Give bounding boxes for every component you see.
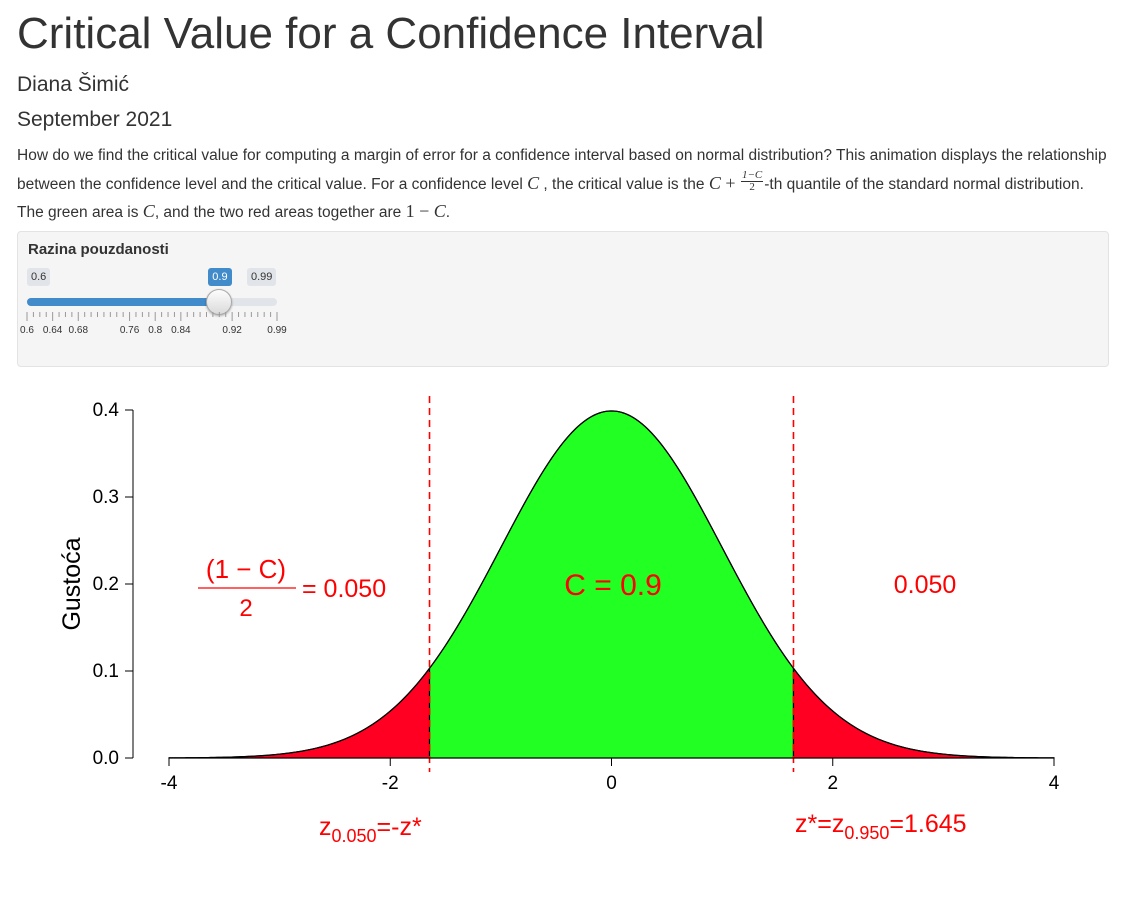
- slider-handle[interactable]: [206, 289, 233, 315]
- y-axis-label: Gustoća: [58, 537, 86, 630]
- y-tick-label: 0.3: [93, 487, 119, 508]
- region-right-tail: [792, 666, 1055, 759]
- intro-text-1: How do we find the critical value for co…: [17, 147, 1107, 193]
- math-c-2: C: [708, 172, 721, 193]
- slider-tick-label: 0.6: [20, 325, 34, 336]
- y-tick-label: 0.0: [93, 748, 119, 769]
- x-tick-label: -2: [382, 773, 399, 794]
- left-critical-label: z0.050=-z*: [319, 813, 422, 846]
- slider-tick-label: 0.92: [222, 325, 242, 336]
- author: Diana Šimić: [17, 73, 130, 96]
- slider-label: Razina pouzdanosti: [28, 241, 169, 258]
- x-tick-label: -4: [161, 773, 178, 794]
- left-fraction-denominator: 2: [239, 595, 252, 622]
- math-c: C: [527, 172, 540, 193]
- math-fraction-den: 2: [749, 180, 755, 193]
- slider-track-fill: [27, 298, 220, 306]
- math-one-minus: 1 −: [405, 201, 434, 221]
- density-chart: -4 -2 0 2 4 0.0 0.1 0.2 0.3 0.4 Gustoća (1 − C) 2 = 0…: [58, 396, 1060, 846]
- region-left-tail: [168, 666, 431, 759]
- math-plus: +: [720, 172, 740, 193]
- intro-text-2: , the critical value is the: [539, 175, 709, 193]
- intro-text-5: .: [445, 204, 451, 221]
- date: September 2021: [17, 108, 173, 131]
- math-c-3: C: [142, 201, 155, 221]
- slider-ticks: 0.6 0.64 0.68 0.76 0.8 0.84 0.92 0.99: [20, 312, 287, 336]
- slider-tick-label: 0.76: [120, 325, 140, 336]
- slider-tick-label: 0.64: [43, 325, 63, 336]
- slider-min-label: 0.6: [27, 268, 51, 286]
- page-title: Critical Value for a Confidence Interval: [17, 9, 765, 58]
- slider-panel: Razina pouzdanosti 0.6 0.9 0.99 0.6 0.64 0…: [17, 231, 1109, 367]
- slider-value-label: 0.9: [208, 268, 232, 286]
- math-fraction: 1−C 2: [741, 168, 764, 193]
- right-tail-value: 0.050: [894, 571, 957, 599]
- slider-max-label: 0.99: [247, 268, 277, 286]
- left-fraction-numerator: (1 − C): [206, 554, 286, 584]
- math-fraction-num: 1−C: [741, 168, 764, 182]
- density-curve: [168, 410, 1055, 759]
- intro-text-3: -th quantile of the standard normal dist…: [17, 175, 1084, 222]
- right-critical-label: z*=z0.950=1.645: [795, 810, 967, 843]
- slider-tick-label: 0.84: [171, 325, 191, 336]
- x-tick-label: 4: [1049, 773, 1060, 794]
- slider-tick-label: 0.8: [148, 325, 162, 336]
- x-tick-label: 2: [827, 773, 838, 794]
- center-annotation: C = 0.9: [564, 569, 662, 602]
- y-tick-label: 0.1: [93, 661, 119, 682]
- x-tick-label: 0: [606, 773, 617, 794]
- intro-paragraph: How do we find the critical value for co…: [17, 143, 1112, 227]
- slider-tick-label: 0.68: [69, 325, 89, 336]
- left-tail-value: = 0.050: [302, 575, 386, 603]
- math-c-4: C: [433, 201, 446, 221]
- y-tick-label: 0.4: [93, 400, 120, 421]
- y-tick-label: 0.2: [93, 574, 119, 595]
- slider-tick-label: 0.99: [267, 325, 287, 336]
- intro-text-4: , and the two red areas together are: [154, 204, 406, 221]
